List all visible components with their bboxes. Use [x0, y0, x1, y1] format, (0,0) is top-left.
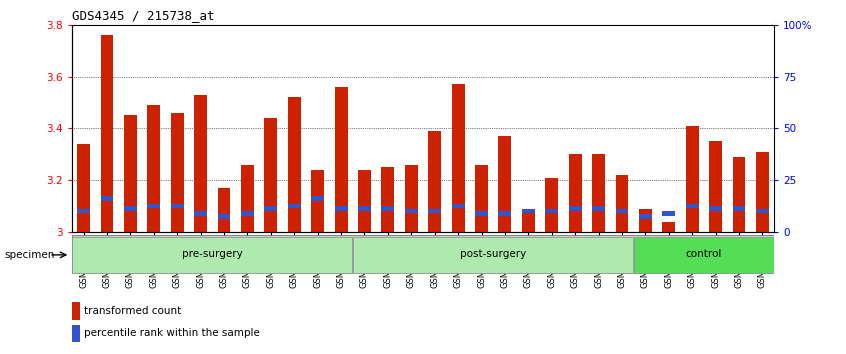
Bar — [405, 209, 418, 213]
Bar — [546, 209, 558, 213]
Bar — [756, 152, 769, 232]
Bar — [382, 206, 394, 211]
Bar — [241, 165, 254, 232]
Bar — [634, 237, 773, 273]
Bar — [522, 211, 535, 232]
Bar — [77, 144, 90, 232]
Text: specimen: specimen — [4, 250, 55, 260]
Bar — [452, 84, 464, 232]
Bar — [498, 136, 511, 232]
Bar — [311, 196, 324, 201]
Bar — [288, 204, 300, 208]
Bar — [335, 87, 348, 232]
Bar — [72, 302, 80, 320]
Bar — [217, 188, 230, 232]
Bar — [77, 209, 90, 213]
Bar — [498, 211, 511, 216]
Bar — [358, 206, 371, 211]
Bar — [147, 105, 160, 232]
Bar — [265, 118, 277, 232]
Bar — [358, 170, 371, 232]
Bar — [335, 206, 348, 211]
Bar — [569, 154, 581, 232]
Bar — [733, 206, 745, 211]
Bar — [569, 206, 581, 211]
Bar — [124, 115, 137, 232]
Bar — [72, 325, 80, 342]
Bar — [265, 206, 277, 211]
Bar — [428, 131, 441, 232]
Bar — [124, 206, 137, 211]
Bar — [733, 157, 745, 232]
Bar — [475, 211, 488, 216]
Bar — [756, 209, 769, 213]
Text: transformed count: transformed count — [84, 306, 181, 316]
Bar — [616, 175, 629, 232]
Bar — [616, 209, 629, 213]
Bar — [428, 209, 441, 213]
Bar — [592, 154, 605, 232]
Bar — [709, 206, 722, 211]
Bar — [101, 196, 113, 201]
Bar — [195, 211, 207, 216]
Bar — [709, 141, 722, 232]
Bar — [382, 167, 394, 232]
Text: GDS4345 / 215738_at: GDS4345 / 215738_at — [72, 9, 214, 22]
Bar — [639, 209, 651, 232]
Bar — [686, 204, 699, 208]
Bar — [311, 170, 324, 232]
Text: pre-surgery: pre-surgery — [182, 249, 243, 259]
Bar — [171, 204, 184, 208]
Bar — [405, 165, 418, 232]
Bar — [354, 237, 633, 273]
Bar — [686, 126, 699, 232]
Bar — [171, 113, 184, 232]
Bar — [452, 204, 464, 208]
Text: post-surgery: post-surgery — [460, 249, 526, 259]
Bar — [195, 95, 207, 232]
Bar — [241, 211, 254, 216]
Bar — [73, 237, 352, 273]
Bar — [592, 206, 605, 211]
Bar — [217, 214, 230, 219]
Bar — [147, 204, 160, 208]
Bar — [662, 211, 675, 216]
Bar — [662, 222, 675, 232]
Bar — [101, 35, 113, 232]
Bar — [546, 177, 558, 232]
Bar — [288, 97, 300, 232]
Bar — [522, 209, 535, 213]
Bar — [475, 165, 488, 232]
Text: percentile rank within the sample: percentile rank within the sample — [84, 328, 260, 338]
Text: control: control — [686, 249, 722, 259]
Bar — [639, 214, 651, 219]
